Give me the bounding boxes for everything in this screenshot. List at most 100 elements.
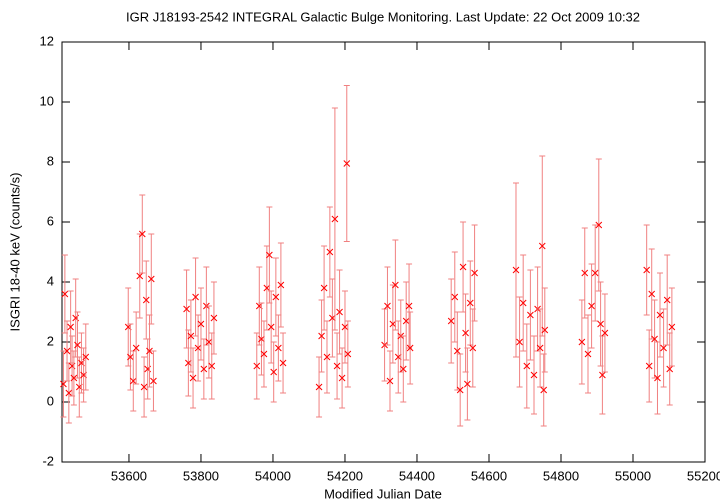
point bbox=[185, 359, 192, 367]
point bbox=[267, 323, 275, 331]
point bbox=[275, 344, 282, 352]
point bbox=[588, 302, 595, 310]
point bbox=[456, 386, 464, 394]
point bbox=[384, 302, 391, 310]
point bbox=[329, 314, 336, 322]
y-tick-label: -2 bbox=[42, 453, 54, 468]
point bbox=[516, 338, 523, 346]
point bbox=[469, 344, 477, 352]
x-tick-label: 54400 bbox=[399, 468, 435, 483]
x-tick-label: 54200 bbox=[327, 468, 363, 483]
point bbox=[138, 230, 146, 238]
point bbox=[205, 338, 213, 346]
point bbox=[654, 374, 661, 382]
point bbox=[406, 344, 414, 352]
point bbox=[60, 380, 67, 388]
point bbox=[208, 362, 216, 370]
point bbox=[405, 302, 413, 310]
point bbox=[462, 329, 469, 337]
point bbox=[263, 284, 271, 292]
point bbox=[127, 353, 134, 361]
point bbox=[253, 362, 261, 370]
point bbox=[399, 365, 407, 373]
x-tick-label: 55000 bbox=[615, 468, 651, 483]
point bbox=[318, 332, 325, 340]
y-tick-label: 0 bbox=[47, 393, 54, 408]
point bbox=[338, 374, 346, 382]
point bbox=[663, 296, 671, 304]
point bbox=[584, 350, 592, 358]
x-tick-label: 54600 bbox=[471, 468, 507, 483]
y-tick-label: 12 bbox=[40, 33, 54, 48]
y-tick-label: 2 bbox=[47, 333, 54, 348]
point bbox=[336, 308, 343, 316]
point bbox=[389, 320, 397, 328]
point bbox=[540, 386, 548, 394]
point bbox=[132, 344, 140, 352]
point bbox=[129, 377, 137, 385]
point bbox=[323, 353, 331, 361]
point bbox=[279, 359, 287, 367]
y-axis-label: ISGRI 18-40 keV (counts/s) bbox=[7, 173, 22, 332]
point bbox=[331, 215, 339, 223]
point bbox=[150, 377, 157, 385]
point bbox=[192, 293, 199, 301]
point bbox=[447, 317, 455, 325]
y-tick-label: 8 bbox=[47, 153, 54, 168]
point bbox=[651, 335, 658, 343]
point bbox=[194, 344, 202, 352]
x-tick-label: 53800 bbox=[183, 468, 219, 483]
point bbox=[595, 221, 603, 229]
point bbox=[333, 362, 341, 370]
point bbox=[519, 299, 527, 307]
point bbox=[666, 365, 674, 373]
point bbox=[74, 341, 81, 349]
point bbox=[344, 350, 352, 358]
point bbox=[668, 323, 676, 331]
point bbox=[386, 377, 394, 385]
point bbox=[266, 251, 273, 259]
point bbox=[136, 272, 144, 280]
point bbox=[645, 362, 653, 370]
point bbox=[270, 368, 278, 376]
plot-frame bbox=[61, 41, 706, 463]
point bbox=[527, 311, 534, 319]
point bbox=[660, 344, 667, 352]
point bbox=[392, 281, 399, 289]
point bbox=[63, 347, 71, 355]
point bbox=[272, 293, 280, 301]
y-tick-label: 6 bbox=[47, 213, 54, 228]
point bbox=[648, 290, 656, 298]
point bbox=[643, 266, 651, 274]
point bbox=[451, 293, 459, 301]
point bbox=[147, 275, 155, 283]
point bbox=[453, 347, 461, 355]
point bbox=[70, 374, 78, 382]
x-tick-label: 54800 bbox=[543, 468, 579, 483]
point bbox=[597, 320, 604, 328]
point bbox=[210, 314, 218, 322]
point bbox=[591, 269, 599, 277]
x-tick-label: 55200 bbox=[687, 468, 720, 483]
point bbox=[459, 263, 467, 271]
x-axis-label: Modified Julian Date bbox=[324, 486, 442, 501]
point bbox=[258, 335, 265, 343]
point bbox=[464, 380, 471, 388]
x-tick-label: 53600 bbox=[111, 468, 147, 483]
point bbox=[326, 248, 334, 256]
point bbox=[581, 269, 589, 277]
y-tick-label: 4 bbox=[47, 273, 54, 288]
point bbox=[146, 347, 153, 355]
point bbox=[530, 371, 538, 379]
y-tick-label: 10 bbox=[40, 93, 54, 108]
point bbox=[523, 362, 531, 370]
point bbox=[341, 323, 349, 331]
point bbox=[82, 353, 90, 361]
point bbox=[183, 305, 190, 313]
point bbox=[189, 374, 197, 382]
point bbox=[471, 269, 478, 277]
point bbox=[402, 317, 410, 325]
point bbox=[320, 284, 328, 292]
